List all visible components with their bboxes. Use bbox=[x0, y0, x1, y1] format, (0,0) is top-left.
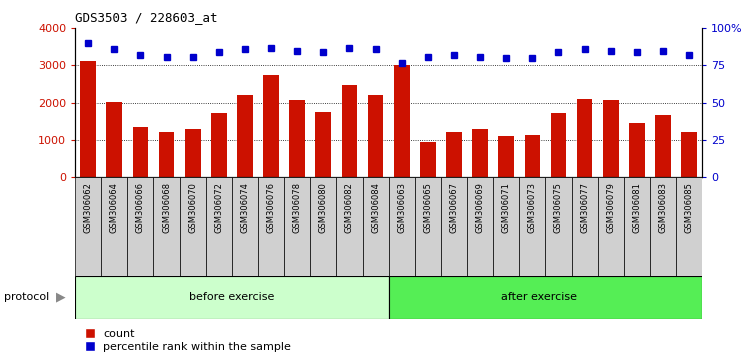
Text: GSM306066: GSM306066 bbox=[136, 182, 145, 233]
Text: GSM306078: GSM306078 bbox=[293, 182, 302, 233]
Text: before exercise: before exercise bbox=[189, 292, 275, 302]
Bar bbox=[394, 65, 409, 177]
Bar bbox=[237, 95, 253, 177]
Bar bbox=[676, 177, 702, 276]
Text: GSM306076: GSM306076 bbox=[267, 182, 276, 233]
Bar bbox=[179, 177, 206, 276]
Text: GSM306072: GSM306072 bbox=[214, 182, 223, 233]
Bar bbox=[467, 177, 493, 276]
Bar bbox=[650, 177, 676, 276]
Text: protocol: protocol bbox=[4, 292, 49, 302]
Bar bbox=[264, 75, 279, 177]
Bar bbox=[232, 177, 258, 276]
Bar bbox=[368, 95, 384, 177]
Bar bbox=[153, 177, 179, 276]
Bar bbox=[75, 177, 101, 276]
Bar bbox=[389, 276, 702, 319]
Bar bbox=[524, 135, 540, 177]
Text: GSM306067: GSM306067 bbox=[449, 182, 458, 233]
Bar bbox=[446, 132, 462, 177]
Text: GSM306068: GSM306068 bbox=[162, 182, 171, 233]
Bar bbox=[441, 177, 467, 276]
Text: GSM306073: GSM306073 bbox=[528, 182, 537, 233]
Bar bbox=[75, 276, 389, 319]
Bar bbox=[577, 99, 593, 177]
Bar bbox=[603, 100, 619, 177]
Bar bbox=[550, 113, 566, 177]
Text: GSM306080: GSM306080 bbox=[319, 182, 328, 233]
Text: GSM306085: GSM306085 bbox=[685, 182, 694, 233]
Bar bbox=[107, 102, 122, 177]
Text: GSM306065: GSM306065 bbox=[424, 182, 433, 233]
Text: GSM306075: GSM306075 bbox=[554, 182, 563, 233]
Bar bbox=[598, 177, 624, 276]
Bar bbox=[624, 177, 650, 276]
Legend: count, percentile rank within the sample: count, percentile rank within the sample bbox=[80, 324, 295, 354]
Bar bbox=[519, 177, 545, 276]
Text: GSM306062: GSM306062 bbox=[83, 182, 92, 233]
Bar bbox=[185, 129, 201, 177]
Bar bbox=[158, 132, 174, 177]
Bar bbox=[310, 177, 336, 276]
Text: GSM306070: GSM306070 bbox=[189, 182, 198, 233]
Text: GSM306082: GSM306082 bbox=[345, 182, 354, 233]
Bar bbox=[211, 113, 227, 177]
Bar bbox=[629, 123, 644, 177]
Bar bbox=[472, 129, 488, 177]
Bar bbox=[655, 115, 671, 177]
Text: GSM306083: GSM306083 bbox=[659, 182, 668, 233]
Bar bbox=[420, 142, 436, 177]
Bar bbox=[342, 85, 357, 177]
Bar bbox=[284, 177, 310, 276]
Text: GSM306074: GSM306074 bbox=[240, 182, 249, 233]
Bar bbox=[681, 132, 697, 177]
Bar bbox=[128, 177, 153, 276]
Text: GSM306084: GSM306084 bbox=[371, 182, 380, 233]
Bar bbox=[315, 112, 331, 177]
Bar bbox=[289, 101, 305, 177]
Text: GSM306064: GSM306064 bbox=[110, 182, 119, 233]
Bar bbox=[80, 61, 96, 177]
Bar bbox=[415, 177, 441, 276]
Bar bbox=[363, 177, 389, 276]
Bar bbox=[493, 177, 519, 276]
Text: GDS3503 / 228603_at: GDS3503 / 228603_at bbox=[75, 11, 218, 24]
Text: GSM306069: GSM306069 bbox=[475, 182, 484, 233]
Bar bbox=[133, 127, 148, 177]
Bar bbox=[545, 177, 572, 276]
Bar bbox=[389, 177, 415, 276]
Bar bbox=[258, 177, 284, 276]
Bar bbox=[101, 177, 128, 276]
Bar bbox=[336, 177, 363, 276]
Text: GSM306077: GSM306077 bbox=[580, 182, 589, 233]
Text: ▶: ▶ bbox=[56, 291, 66, 304]
Text: GSM306079: GSM306079 bbox=[606, 182, 615, 233]
Text: after exercise: after exercise bbox=[501, 292, 577, 302]
Bar bbox=[572, 177, 598, 276]
Bar bbox=[206, 177, 232, 276]
Text: GSM306063: GSM306063 bbox=[397, 182, 406, 233]
Text: GSM306071: GSM306071 bbox=[502, 182, 511, 233]
Bar bbox=[499, 136, 514, 177]
Text: GSM306081: GSM306081 bbox=[632, 182, 641, 233]
